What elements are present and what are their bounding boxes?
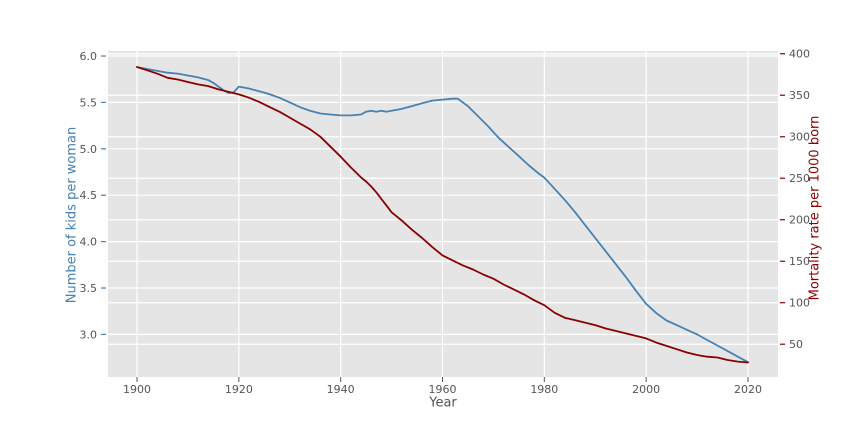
left-tick-label: 5.5 xyxy=(80,96,98,109)
left-tick-label: 4.5 xyxy=(80,189,98,202)
x-tick-label: 1940 xyxy=(327,383,355,396)
left-tick-label: 5.0 xyxy=(80,143,98,156)
series-line-mortality-rate xyxy=(136,66,749,364)
left-tick-label: 6.0 xyxy=(80,50,98,63)
right-tick-label: 350 xyxy=(789,89,810,102)
x-tick-label: 2000 xyxy=(632,383,660,396)
x-tick-label: 1960 xyxy=(428,383,456,396)
right-axis-label: Mortality rate per 1000 born xyxy=(807,115,823,301)
x-axis-label: Year xyxy=(429,395,457,411)
right-tick-label: 250 xyxy=(789,172,810,185)
right-tick-label: 150 xyxy=(789,255,810,268)
right-tick-label: 300 xyxy=(789,131,810,144)
left-tick-label: 4.0 xyxy=(80,236,98,249)
right-tick-label: 50 xyxy=(789,338,803,351)
right-tick-label: 400 xyxy=(789,48,810,61)
x-tick-label: 1920 xyxy=(225,383,253,396)
left-tick-label: 3.5 xyxy=(80,282,98,295)
left-axis-label: Number of kids per woman xyxy=(64,126,80,304)
right-tick-label: 100 xyxy=(789,297,810,310)
x-tick-label: 1900 xyxy=(123,383,151,396)
left-tick-label: 3.0 xyxy=(80,328,98,341)
x-tick-label: 1980 xyxy=(530,383,558,396)
x-tick-label: 2020 xyxy=(734,383,762,396)
right-tick-label: 200 xyxy=(789,214,810,227)
